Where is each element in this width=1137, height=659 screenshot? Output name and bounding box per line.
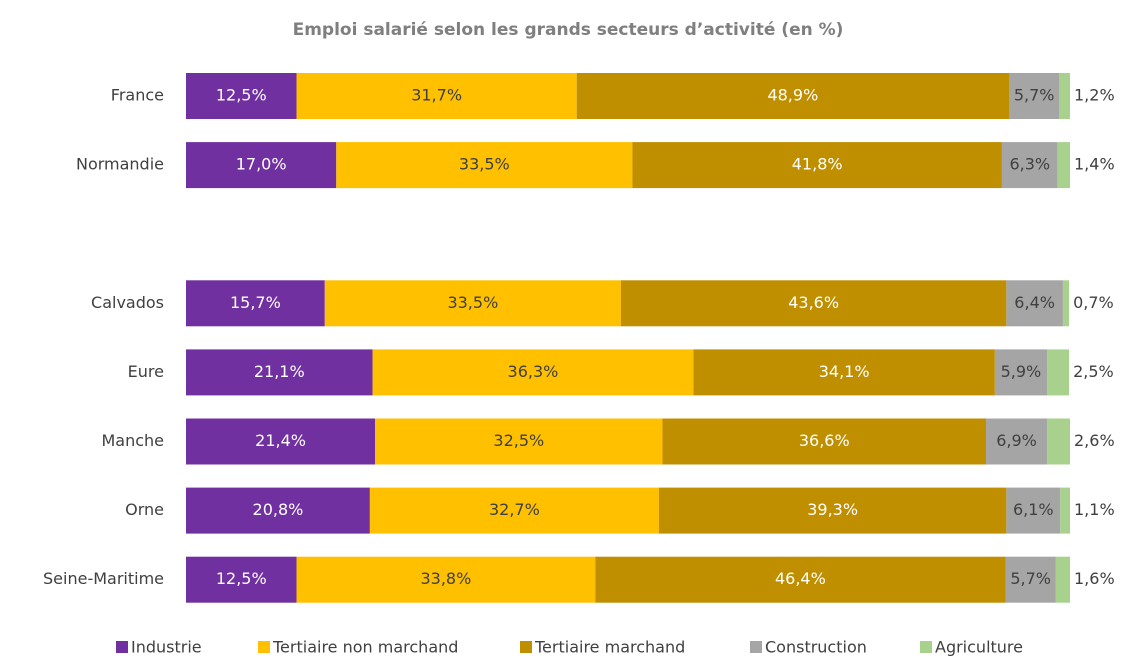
bar-segment bbox=[1062, 280, 1070, 327]
legend-swatch bbox=[920, 641, 932, 653]
y-tick-label: Eure bbox=[128, 362, 164, 381]
bar-segment bbox=[1047, 418, 1070, 465]
data-label: 1,2% bbox=[1074, 86, 1115, 105]
bar-segment bbox=[595, 556, 1006, 603]
data-label: 15,7% bbox=[230, 293, 281, 312]
data-label: 6,9% bbox=[996, 431, 1037, 450]
bar-segment bbox=[662, 418, 987, 465]
data-label: 1,6% bbox=[1074, 569, 1115, 588]
legend-swatch bbox=[750, 641, 762, 653]
bar-segment bbox=[186, 73, 297, 119]
data-label: 2,6% bbox=[1074, 431, 1115, 450]
data-label: 31,7% bbox=[411, 86, 462, 105]
data-label: 6,4% bbox=[1014, 293, 1055, 312]
data-label: 21,4% bbox=[255, 431, 306, 450]
data-label: 43,6% bbox=[788, 293, 839, 312]
bar-segment bbox=[336, 142, 633, 189]
data-label: 0,7% bbox=[1073, 293, 1114, 312]
bar-segment bbox=[693, 349, 995, 396]
bar-segment bbox=[1060, 487, 1070, 534]
bar-segment bbox=[1006, 487, 1061, 534]
bar-segment bbox=[296, 73, 577, 119]
data-label: 32,7% bbox=[489, 500, 540, 519]
legend-label: Agriculture bbox=[935, 638, 1023, 657]
data-label: 39,3% bbox=[807, 500, 858, 519]
bar-segment bbox=[632, 142, 1002, 189]
bar-segment bbox=[186, 487, 370, 534]
data-label: 17,0% bbox=[236, 155, 287, 174]
bar-segment bbox=[986, 418, 1048, 465]
bar-segment bbox=[375, 418, 663, 465]
bar-segment bbox=[1005, 556, 1056, 603]
data-label: 33,5% bbox=[459, 155, 510, 174]
data-label: 6,1% bbox=[1013, 500, 1054, 519]
bar-segment bbox=[1059, 73, 1070, 119]
y-tick-label: Calvados bbox=[91, 293, 164, 312]
bar-segment bbox=[1009, 73, 1060, 119]
bar-segment bbox=[1001, 142, 1058, 189]
data-label: 41,8% bbox=[792, 155, 843, 174]
y-tick-label: Normandie bbox=[76, 155, 164, 174]
bar-segment bbox=[1057, 142, 1070, 189]
data-label: 46,4% bbox=[775, 569, 826, 588]
legend-swatch bbox=[258, 641, 270, 653]
data-label: 2,5% bbox=[1073, 362, 1114, 381]
data-label: 12,5% bbox=[216, 86, 267, 105]
data-label: 32,5% bbox=[493, 431, 544, 450]
chart-title: Emploi salarié selon les grands secteurs… bbox=[293, 20, 844, 40]
bar-segment bbox=[369, 487, 659, 534]
bar-segment bbox=[296, 556, 596, 603]
data-label: 21,1% bbox=[254, 362, 305, 381]
data-label: 33,8% bbox=[420, 569, 471, 588]
bar-segment bbox=[1006, 280, 1063, 327]
bar-segment bbox=[372, 349, 694, 396]
bar-segment bbox=[658, 487, 1007, 534]
data-label: 1,4% bbox=[1074, 155, 1115, 174]
y-tick-label: Manche bbox=[101, 431, 164, 450]
y-tick-label: Orne bbox=[125, 500, 164, 519]
data-label: 36,3% bbox=[508, 362, 559, 381]
data-label: 5,9% bbox=[1001, 362, 1042, 381]
bar-segment bbox=[186, 556, 297, 603]
data-label: 20,8% bbox=[253, 500, 304, 519]
legend-label: Tertiaire non marchand bbox=[272, 638, 458, 657]
bar-segment bbox=[186, 418, 376, 465]
legend-label: Construction bbox=[765, 638, 867, 657]
bar-segment bbox=[324, 280, 621, 327]
y-tick-label: Seine-Maritime bbox=[43, 569, 164, 588]
bar-segment bbox=[620, 280, 1007, 327]
bar-segment bbox=[186, 142, 337, 189]
bar-segment bbox=[576, 73, 1010, 119]
data-label: 1,1% bbox=[1074, 500, 1115, 519]
bar-segment bbox=[186, 280, 325, 327]
data-label: 5,7% bbox=[1010, 569, 1051, 588]
data-label: 34,1% bbox=[819, 362, 870, 381]
y-tick-label: France bbox=[111, 86, 164, 105]
legend-label: Tertiaire marchand bbox=[534, 638, 685, 657]
data-label: 36,6% bbox=[799, 431, 850, 450]
legend-swatch bbox=[116, 641, 128, 653]
legend-label: Industrie bbox=[131, 638, 202, 657]
legend-swatch bbox=[520, 641, 532, 653]
bar-segment bbox=[1055, 556, 1070, 603]
bar-segment bbox=[994, 349, 1048, 396]
data-label: 12,5% bbox=[216, 569, 267, 588]
data-label: 33,5% bbox=[447, 293, 498, 312]
data-label: 6,3% bbox=[1009, 155, 1050, 174]
bar-segment bbox=[1047, 349, 1070, 396]
data-label: 48,9% bbox=[767, 86, 818, 105]
bar-segment bbox=[186, 349, 373, 396]
data-label: 5,7% bbox=[1014, 86, 1055, 105]
